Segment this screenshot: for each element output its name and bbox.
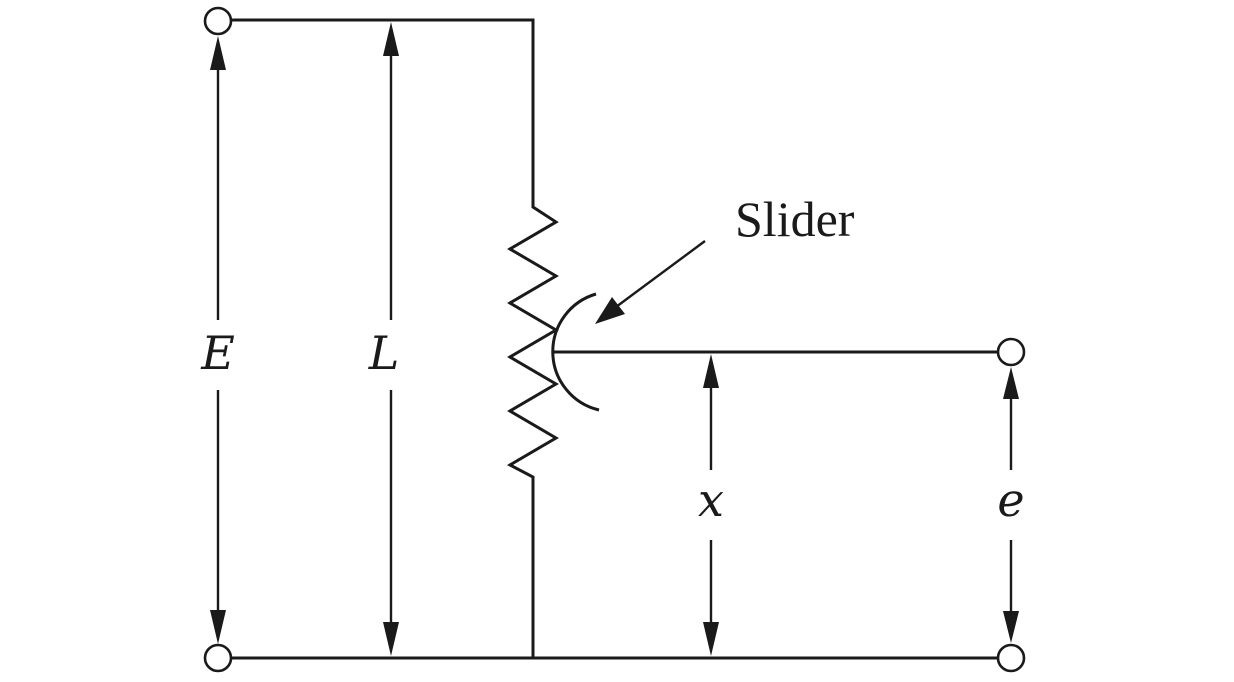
label-x: x [698, 473, 724, 527]
dim-e-arrow-up [1003, 367, 1019, 399]
dim-x-arrow-up [703, 354, 719, 388]
dim-L-arrow-down [383, 622, 399, 656]
terminal-top-left [203, 6, 233, 36]
top-wire [231, 18, 535, 200]
label-slider: Slider [735, 191, 855, 247]
terminal-bottom-left [203, 643, 233, 673]
dimension-L: L [368, 22, 400, 656]
slider-callout: Slider [595, 191, 855, 324]
dim-L-arrow-up [383, 22, 399, 56]
slider-leader-arrow [595, 297, 625, 324]
terminal-output-bottom [996, 643, 1026, 673]
dim-E-arrow-up [210, 36, 226, 70]
dim-e-arrow-down [1003, 611, 1019, 643]
slider-leader-line [615, 240, 706, 308]
dim-E-arrow-down [210, 610, 226, 644]
resistor-zigzag [506, 200, 559, 657]
label-L: L [368, 326, 400, 380]
wires [231, 18, 998, 660]
dimension-e: e [997, 367, 1025, 643]
dimension-x: x [698, 354, 724, 656]
slider-contact-arc [551, 292, 600, 412]
label-E: E [200, 326, 235, 380]
terminal-output-top [996, 337, 1026, 367]
dim-x-arrow-down [703, 622, 719, 656]
terminals [203, 6, 1026, 673]
dimension-E: E [200, 36, 235, 644]
label-e: e [997, 473, 1024, 527]
